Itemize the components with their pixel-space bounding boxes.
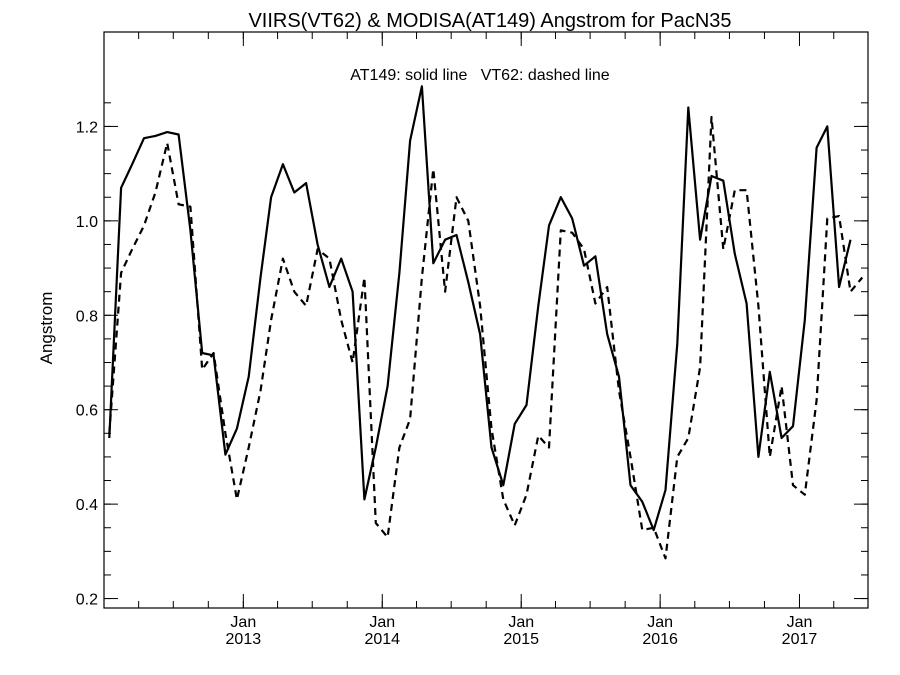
y-axis-label: Angstrom: [37, 292, 56, 365]
x-tick-year-label: 2016: [642, 631, 678, 648]
series-line-at149: [108, 85, 852, 532]
y-axis-ticks: 0.2 0.4 0.6 0.8 1.0 1.2: [76, 102, 868, 609]
y-tick-label: 0.6: [76, 403, 98, 420]
y-tick-label: 0.2: [76, 592, 98, 609]
x-tick-year-label: 2013: [226, 631, 262, 648]
x-tick-month-label: Jan: [508, 614, 534, 631]
y-tick-label: 0.4: [76, 497, 98, 514]
chart-title: VIIRS(VT62) & MODISA(AT149) Angstrom for…: [248, 10, 731, 32]
series-clip-group: [108, 85, 864, 560]
x-tick-month-label: Jan: [647, 614, 673, 631]
series-line-vt62: [108, 115, 864, 560]
x-tick-year-label: 2015: [503, 631, 539, 648]
x-tick-month-label: Jan: [369, 614, 395, 631]
x-tick-year-label: 2014: [364, 631, 400, 648]
y-tick-label: 0.8: [76, 308, 98, 325]
series-layer: [108, 85, 864, 560]
x-tick-month-label: Jan: [230, 614, 256, 631]
x-tick-year-label: 2017: [782, 631, 818, 648]
chart-annotation: AT149: solid line VT62: dashed line: [350, 67, 610, 84]
y-tick-label: 1.0: [76, 214, 98, 231]
y-tick-label: 1.2: [76, 119, 98, 136]
x-tick-month-label: Jan: [787, 614, 813, 631]
